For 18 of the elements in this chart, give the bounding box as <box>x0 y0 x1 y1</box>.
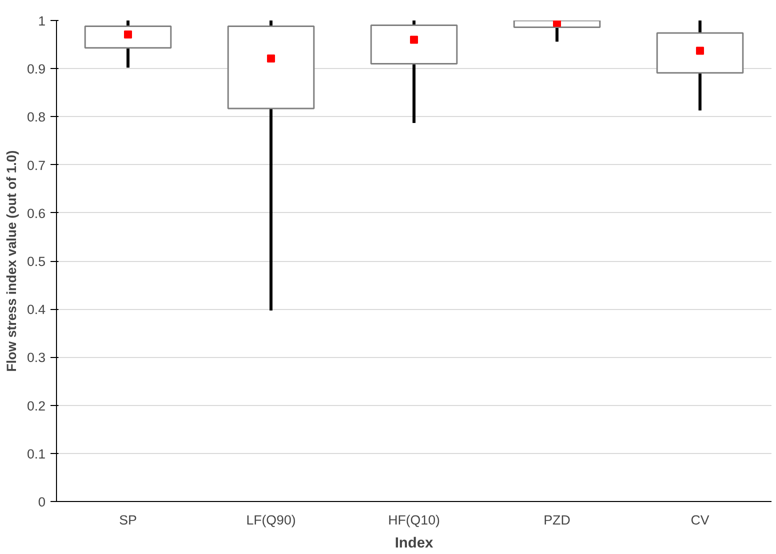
y-tick-label: 0.1 <box>26 446 46 462</box>
x-tick-label: SP <box>119 512 137 528</box>
y-tick-label: 0.7 <box>26 158 46 173</box>
y-tick-label: 0.4 <box>26 302 46 318</box>
y-tick-label: 0.6 <box>26 206 46 221</box>
x-axis-title: Index <box>394 536 434 552</box>
y-tick-label: 0.8 <box>26 110 46 125</box>
x-tick-label: HF(Q10) <box>388 512 440 528</box>
y-tick-label: 0.3 <box>26 350 46 366</box>
y-tick-label: 1 <box>38 14 46 28</box>
y-axis-title: Flow stress index value (out of 1.0) <box>4 150 19 372</box>
y-tick-label: 0.9 <box>26 62 46 77</box>
y-tick-label: 0 <box>38 494 46 510</box>
y-tick-label: 0.2 <box>26 398 46 414</box>
x-tick-label: CV <box>690 512 710 528</box>
y-tick-label: 0.5 <box>26 254 46 269</box>
x-tick-label: LF(Q90) <box>246 512 296 528</box>
x-tick-label: PZD <box>544 512 570 528</box>
